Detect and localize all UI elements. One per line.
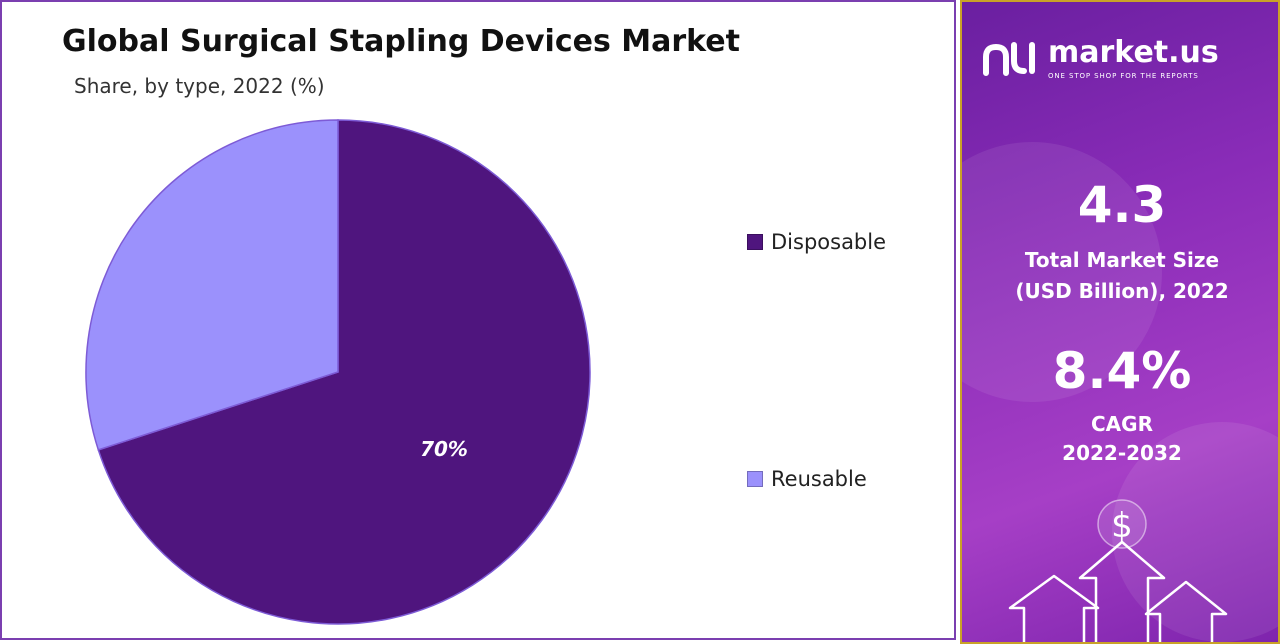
pie-slice-disposable [97,119,591,625]
data-label-disposable: 70% [420,437,468,461]
background-glow [1112,422,1278,642]
market-size-caption-line1: Total Market Size [1024,248,1220,272]
legend-item-reusable: Reusable [747,467,867,491]
cagr-caption-line2: 2022-2032 [1062,441,1182,465]
legend-label-disposable: Disposable [771,230,887,254]
brand-name: market.us [1048,35,1219,70]
arrow-up-icon [1078,540,1166,642]
pie-slice-reusable [85,119,339,451]
market-us-logo-icon [983,42,1035,76]
arrow-up-icon [1008,574,1100,642]
info-panel: market.us ONE STOP SHOP FOR THE REPORTS … [960,0,1280,644]
growth-arrows-illustration: $ [1008,499,1228,642]
chart-subtitle: Share, by type, 2022 (%) [74,74,325,98]
brand-logo: market.us ONE STOP SHOP FOR THE REPORTS [982,38,1219,80]
market-size-value: 4.3 [1077,176,1167,234]
legend-swatch-reusable [747,471,763,487]
arrow-up-icon [1144,580,1228,642]
dollar-symbol: $ [1111,506,1133,546]
legend-item-disposable: Disposable [747,230,886,254]
chart-panel: Global Surgical Stapling Devices Market … [0,0,956,640]
legend-label-reusable: Reusable [771,467,867,491]
brand-tagline: ONE STOP SHOP FOR THE REPORTS [1048,72,1199,80]
chart-title: Global Surgical Stapling Devices Market [62,24,740,59]
pie-chart: 70% [85,119,591,625]
cagr-value: 8.4% [1052,342,1192,400]
legend-swatch-disposable [747,234,763,250]
market-size-caption-line2: (USD Billion), 2022 [1015,279,1229,303]
cagr-caption-line1: CAGR [1091,412,1153,436]
dollar-icon: $ [1097,499,1147,549]
background-glow [962,142,1162,402]
